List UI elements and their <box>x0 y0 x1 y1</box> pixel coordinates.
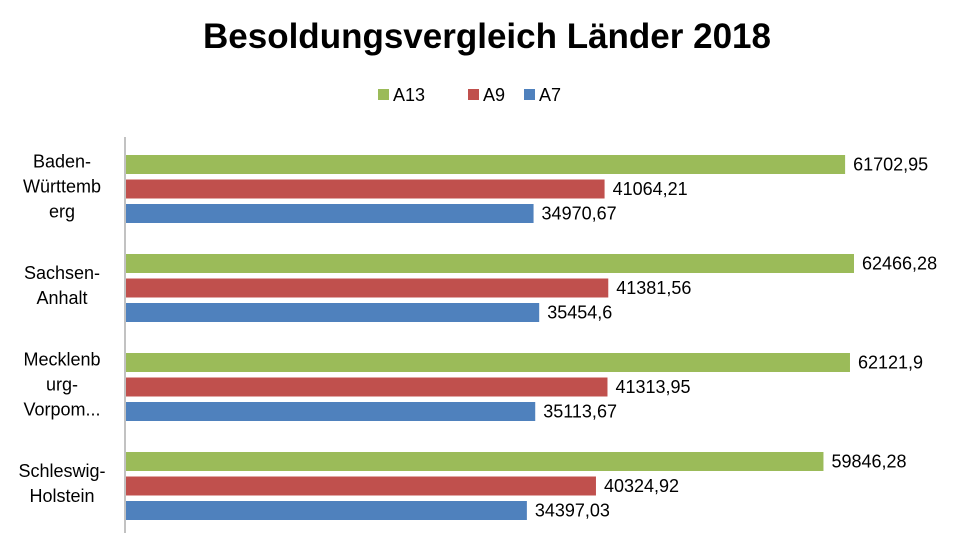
bar-a9 <box>126 278 609 298</box>
bar-a7 <box>126 501 527 520</box>
bar-a13 <box>126 254 854 273</box>
data-label-a7: 34970,67 <box>542 204 617 224</box>
bar-a7 <box>126 402 536 421</box>
bar-a7 <box>126 303 540 322</box>
data-label-a13: 62121,9 <box>858 353 923 373</box>
legend-swatch-a13 <box>378 89 389 100</box>
bar-a9 <box>126 179 605 199</box>
bar-a7 <box>126 204 534 223</box>
data-label-a9: 41381,56 <box>616 278 691 298</box>
legend-swatch-a9 <box>468 89 479 100</box>
category-labels: Baden-Württemb erg Sachsen-Anhalt Mecklenb u… <box>18 152 105 507</box>
bar-a13 <box>126 452 824 471</box>
bar-a13 <box>126 353 850 372</box>
legend-label-a13: A13 <box>393 85 425 105</box>
category-label: Mecklenb urg-Vorpom... <box>23 350 100 420</box>
bar-a9 <box>126 476 596 496</box>
bar-a9 <box>126 377 608 397</box>
data-label-a13: 61702,95 <box>853 155 928 175</box>
legend-swatch-a7 <box>524 89 535 100</box>
chart-title: Besoldungsvergleich Länder 2018 <box>203 17 771 56</box>
data-label-a9: 40324,92 <box>604 476 679 496</box>
data-label-a9: 41064,21 <box>613 179 688 199</box>
data-label-a7: 35113,67 <box>543 402 617 422</box>
legend-label-a9: A9 <box>483 85 505 105</box>
bars <box>126 155 854 520</box>
category-label: Schleswig-Holstein <box>18 461 105 506</box>
category-label: Baden-Württemb erg <box>23 152 101 222</box>
data-label-a7: 34397,03 <box>535 501 610 521</box>
data-label-a9: 41313,95 <box>615 377 690 397</box>
bar-a13 <box>126 155 846 174</box>
category-label: Sachsen-Anhalt <box>24 263 100 308</box>
data-label-a13: 62466,28 <box>862 254 937 274</box>
legend-label-a7: A7 <box>539 85 561 105</box>
legend: A13 A9 A7 <box>378 85 561 105</box>
data-label-a7: 35454,6 <box>547 303 612 323</box>
data-label-a13: 59846,28 <box>831 452 906 472</box>
value-labels: 61702,95 41064,21 34970,67 62466,28 41381,56… <box>535 155 937 521</box>
